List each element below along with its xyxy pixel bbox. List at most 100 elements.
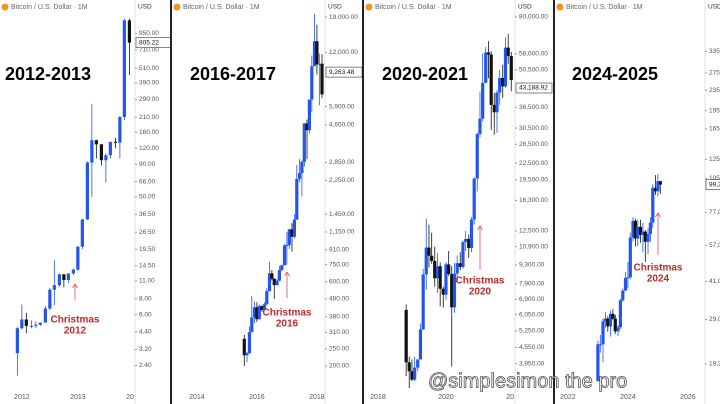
y-tick-label: 29,000 — [709, 316, 720, 323]
y-tick-label: 950.00 — [139, 30, 159, 37]
candle-body — [467, 238, 471, 248]
candle-body — [484, 52, 488, 83]
y-tick-label: 12,500.00 — [519, 228, 548, 235]
candle-body — [80, 219, 84, 247]
y-tick-label: 6,900.00 — [519, 296, 545, 303]
candle-body — [481, 82, 485, 119]
candle-body — [646, 233, 650, 242]
candle-body — [66, 273, 70, 280]
y-tick-label: 57,000 — [709, 242, 720, 249]
currency-label: USD — [708, 4, 720, 11]
x-tick-label: 2014 — [189, 394, 205, 401]
candle-body — [441, 288, 445, 295]
y-tick-label: 4,650.00 — [329, 122, 355, 129]
y-tick-label: 26,500.00 — [519, 141, 548, 148]
x-tick-label: 2020 — [438, 394, 454, 401]
y-tick-label: 36,500.00 — [519, 104, 548, 111]
y-tick-label: 7,900.00 — [519, 281, 545, 288]
x-tick-label: 2016 — [249, 394, 265, 401]
candle-body — [285, 244, 289, 246]
y-tick-label: 2.40 — [139, 362, 152, 369]
candle-body — [38, 322, 42, 325]
candle-body — [596, 344, 600, 382]
candle-body — [501, 78, 505, 87]
candle-body — [29, 325, 33, 327]
candle-body — [653, 187, 658, 192]
candle-body — [250, 317, 254, 333]
candle-body — [245, 353, 249, 356]
y-tick-label: 1,150.00 — [329, 229, 355, 236]
x-tick-label: 2014 — [126, 394, 142, 401]
candle-body — [509, 56, 513, 80]
y-tick-label: 380.00 — [329, 314, 349, 321]
watermark: @simplesimon the pro — [428, 370, 627, 392]
last-price-box — [515, 82, 553, 94]
candle-body — [486, 52, 491, 55]
y-tick-label: 125,000 — [709, 156, 720, 163]
y-tick-label: 50,500.00 — [519, 67, 548, 74]
y-tick-label: 90.00 — [139, 161, 156, 168]
currency-label: USD — [328, 4, 342, 11]
bitcoin-icon — [173, 3, 181, 11]
candle-body — [302, 123, 306, 162]
y-tick-label: 105,000 — [709, 175, 720, 182]
y-tick-label: 19,300 — [709, 361, 720, 368]
candle-body — [290, 229, 294, 237]
y-tick-label: 4,550.00 — [519, 344, 545, 351]
candle-body — [506, 47, 510, 57]
candle-body — [603, 318, 607, 322]
y-tick-label: 41,000 — [709, 278, 720, 285]
annotation-text: Christmas — [456, 276, 505, 287]
candle-body — [433, 260, 437, 279]
candle-body — [410, 371, 414, 380]
arrow-head — [284, 271, 290, 277]
candle-body — [43, 308, 47, 323]
candle-body — [20, 319, 24, 329]
last-price-box — [135, 37, 171, 49]
candle-body — [641, 231, 645, 235]
candle-body — [450, 274, 454, 308]
y-tick-label: 1,450.00 — [329, 211, 355, 218]
y-tick-label: 58,000.00 — [519, 51, 548, 58]
annotation-text: 2016 — [276, 319, 299, 330]
candle-body — [280, 265, 284, 270]
candle-body — [24, 319, 28, 326]
chart-header: Bitcoin / U.S. Dollar · 1M — [183, 4, 260, 11]
chart-header: Bitcoin / U.S. Dollar · 1M — [11, 4, 88, 11]
x-tick-label: 2018 — [370, 394, 386, 401]
y-tick-label: 77,000 — [709, 209, 720, 216]
candle-body — [85, 162, 89, 220]
y-tick-label: 710.00 — [139, 46, 159, 53]
y-tick-label: 510.00 — [139, 65, 159, 72]
y-tick-label: 30,500.00 — [519, 125, 548, 132]
y-tick-label: 2,850.00 — [329, 159, 355, 166]
candle-body — [262, 304, 266, 310]
candle-body — [503, 47, 508, 87]
period-title: 2024-2025 — [572, 64, 658, 84]
y-tick-label: 200.00 — [329, 363, 349, 370]
candle-body — [606, 318, 610, 327]
y-tick-label: 16,300.00 — [519, 197, 548, 204]
candle-body — [452, 273, 457, 308]
candle-body — [444, 264, 448, 295]
candle-body — [461, 242, 465, 268]
candle-body — [257, 306, 261, 320]
y-tick-label: 19.50 — [139, 246, 156, 253]
candle-body — [628, 237, 632, 278]
candle-body — [638, 226, 643, 235]
candle-body — [407, 362, 411, 372]
candle-body — [455, 263, 459, 274]
candle-body — [631, 220, 635, 238]
arrow-head — [72, 283, 78, 289]
chart-panel: 2012 2013 2014 USD 950.00 710.00 510.00 390.00 2… — [1, 0, 171, 404]
y-tick-label: 335,000 — [709, 48, 720, 55]
y-tick-label: 210.00 — [139, 114, 159, 121]
x-tick-label: 2022 — [506, 394, 522, 401]
candle-body — [498, 78, 502, 93]
candle-body — [272, 278, 276, 286]
currency-label: USD — [138, 4, 152, 11]
price-axis — [515, 0, 553, 404]
candle-body — [108, 141, 112, 156]
candle-body — [658, 181, 662, 185]
